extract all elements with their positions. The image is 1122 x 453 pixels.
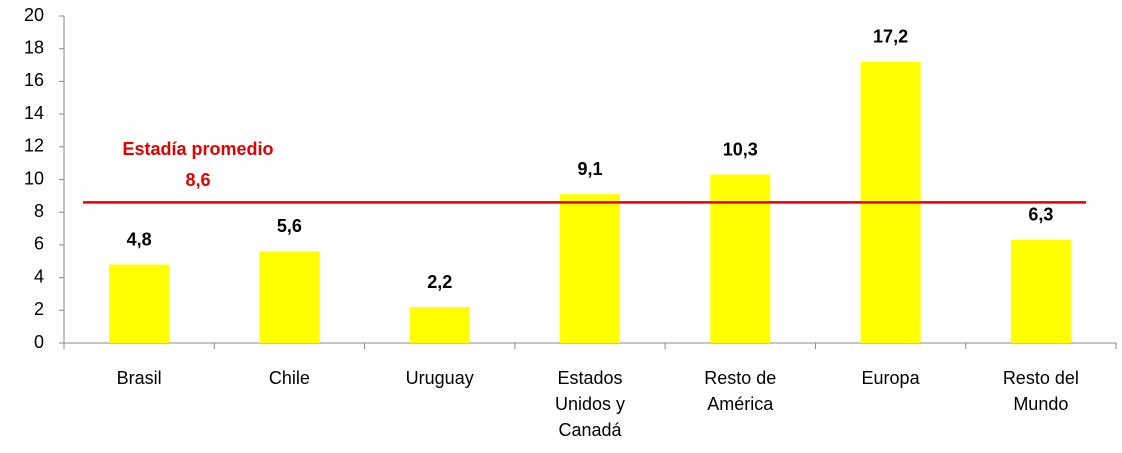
x-tick-label: Brasil [116,368,162,388]
y-tick-label: 8 [34,201,44,221]
data-label: 2,2 [427,272,452,292]
bar [710,174,771,343]
x-tick-label: Chile [268,368,310,388]
x-tick-label: Estados Unidos y Canadá [554,368,626,440]
y-tick-label: 16 [24,70,44,90]
bar [1010,239,1071,343]
reference-value: 8,6 [185,170,210,190]
bar [109,264,170,343]
y-tick-label: 2 [34,299,44,319]
x-tick-label: Uruguay [405,368,474,388]
y-tick-label: 12 [24,136,44,156]
y-tick-label: 6 [34,234,44,254]
data-label: 9,1 [577,159,602,179]
x-tick-label: Europa [861,368,920,388]
y-tick-label: 0 [34,332,44,352]
reference-label: Estadía promedio [122,139,273,159]
data-label: 5,6 [277,216,302,236]
y-tick-label: 4 [34,266,44,286]
y-tick-label: 18 [24,37,44,57]
data-label: 6,3 [1028,205,1053,225]
y-tick-label: 14 [24,103,44,123]
data-label: 17,2 [873,27,908,47]
bar [259,251,320,343]
y-tick-label: 20 [24,5,44,25]
y-tick-label: 10 [24,168,44,188]
x-tick-label: Resto de América [704,368,777,414]
x-tick-label: Resto del Mundo [1002,368,1079,414]
bar [409,307,470,343]
data-label: 4,8 [127,229,152,249]
bar [560,194,620,343]
data-label: 10,3 [723,139,758,159]
